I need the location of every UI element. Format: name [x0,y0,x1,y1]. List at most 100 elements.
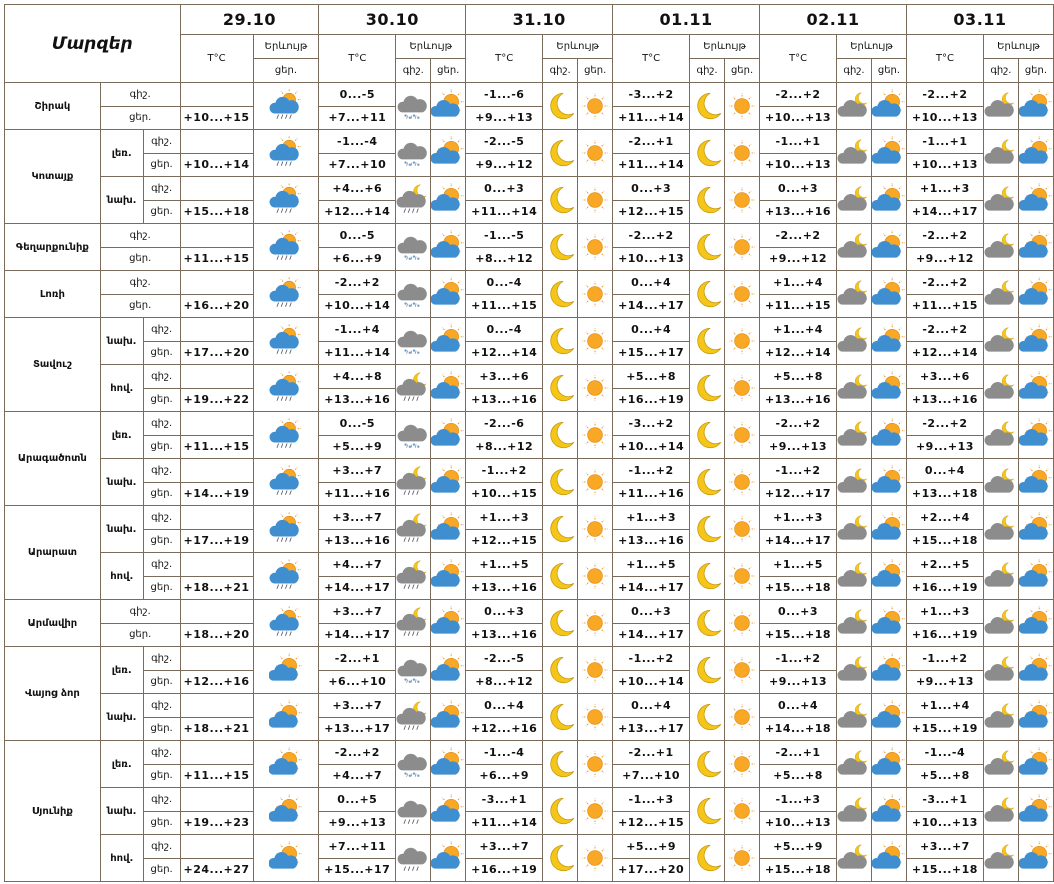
night-cloud-icon [982,176,1019,224]
day-temp: +17...+19 [179,528,254,553]
moon-icon [542,364,579,412]
night-temp: -3...+2 [612,411,691,436]
moon-icon [542,223,579,271]
partly-sunny-icon [430,693,467,741]
day-header: ցեր. [252,58,320,83]
day-temp: +9...+13 [905,669,984,694]
sun-icon [724,552,761,600]
night-temp [179,646,254,671]
day-temp: +11...+14 [612,105,691,130]
night-temp: +1...+4 [905,693,984,718]
day-temp: +13...+16 [905,387,984,412]
sun-icon [577,364,614,412]
sun-icon [724,834,761,882]
night-temp: -2...+2 [905,270,984,295]
sun-icon [577,223,614,271]
day-temp: +7...+10 [612,763,691,788]
night-label: գիշ. [99,223,181,248]
rain-partly-sunny-icon [252,223,320,271]
night-cloud-rain-icon [395,693,432,741]
night-temp: 0...+3 [465,176,544,201]
day-temp: +17...+20 [612,857,691,882]
night-temp: -2...-6 [465,411,544,436]
day-label: ցեր. [142,340,181,365]
night-temp: -1...-6 [465,82,544,107]
night-temp: +4...+7 [318,552,397,577]
day-row: ցեր. +10...+15 +7...+11 +9...+13 +11...+14 +1… [5,105,1054,130]
regions-header: Մարզեր [4,4,181,83]
night-temp: -2...+1 [759,740,837,765]
partly-sunny-icon [870,552,907,600]
moon-icon [689,693,726,741]
night-temp: -2...+2 [759,411,837,436]
sun-icon [577,176,614,224]
night-temp: -1...+4 [318,317,397,342]
night-temp: +1...+4 [759,317,837,342]
partly-sunny-icon [1017,552,1054,600]
night-row: Արմավիր գիշ. +3...+7 0...+3 0...+3 0...+3 +1..… [4,599,1054,647]
night-row: Արագածոտն լեռ. գիշ. 0...-5 -2...-6 -3...+2 -2.… [4,411,1054,506]
night-row: հով. գիշ. +4...+7 +1...+5 +1...+5 +1...+5 +2..… [5,552,1054,600]
day-temp: +11...+15 [179,246,254,271]
night-row: Գեղարքունիք գիշ. 0...-5 -1...-5 -2...+2 -2...… [4,223,1054,271]
sun-icon [577,129,614,177]
snow-cloud-icon [395,740,432,788]
phenomenon-header: Երևույթ [982,34,1054,59]
rain-partly-sunny-icon [252,505,320,553]
night-cloud-icon [835,364,872,412]
night-temp: 0...+3 [612,599,691,624]
partly-sunny-icon [430,129,467,177]
sun-icon [724,82,761,130]
night-temp: +2...+4 [905,505,984,530]
day-row: ցեր. +10...+14 +7...+10 +9...+12 +11...+14 +1… [5,152,1054,177]
night-temp: -1...-5 [465,223,544,248]
snow-cloud-icon [395,411,432,459]
partly-sunny-icon [252,693,320,741]
night-cloud-icon [982,458,1019,506]
zone-label: լեռ. [99,740,144,788]
region-name: Սյունիք [4,740,101,882]
date-header: 29.10 [179,4,320,35]
sun-icon [724,458,761,506]
date-header: 30.10 [318,4,467,35]
night-temp: +5...+9 [612,834,691,859]
night-temp: +3...+7 [318,458,397,483]
night-header: գիշ. [835,58,872,83]
night-temp: -1...+1 [759,129,837,154]
night-temp: -3...+1 [465,787,544,812]
day-temp: +10...+13 [905,152,984,177]
sun-icon [724,176,761,224]
sun-icon [577,505,614,553]
night-label: գիշ. [142,787,181,812]
partly-sunny-icon [430,317,467,365]
night-temp: +1...+3 [759,505,837,530]
day-temp: +5...+9 [318,434,397,459]
night-temp: -2...+2 [905,317,984,342]
day-temp: +15...+17 [612,340,691,365]
night-temp: 0...-5 [318,411,397,436]
night-temp: +3...+6 [905,364,984,389]
day-header: ցեր. [430,58,467,83]
night-temp: +3...+7 [318,505,397,530]
day-row: ցեր. +16...+20 +10...+14 +11...+15 +14...+17… [5,293,1054,318]
day-label: ցեր. [99,622,181,647]
region-name: Տավուշ [4,317,101,412]
night-cloud-icon [835,834,872,882]
night-cloud-icon [835,82,872,130]
partly-sunny-icon [870,693,907,741]
forecast-table: Մարզեր 29.10 30.10 31.10 01.11 02.11 03.11 T°C Ե… [4,4,1054,882]
sun-icon [724,317,761,365]
moon-icon [689,223,726,271]
region-name: Գեղարքունիք [4,223,101,271]
zone-label: լեռ. [99,411,144,459]
rain-partly-sunny-icon [252,552,320,600]
night-header: գիշ. [982,58,1019,83]
night-temp [179,693,254,718]
day-temp: +15...+17 [318,857,397,882]
night-temp: -2...+2 [905,223,984,248]
temperature-header: T°C [179,34,254,83]
date-header: 02.11 [759,4,907,35]
night-label: գիշ. [142,129,181,154]
sun-icon [577,787,614,835]
night-row: Վայոց ձոր լեռ. գիշ. -2...+1 -2...-5 -1...+2 -1… [4,646,1054,741]
